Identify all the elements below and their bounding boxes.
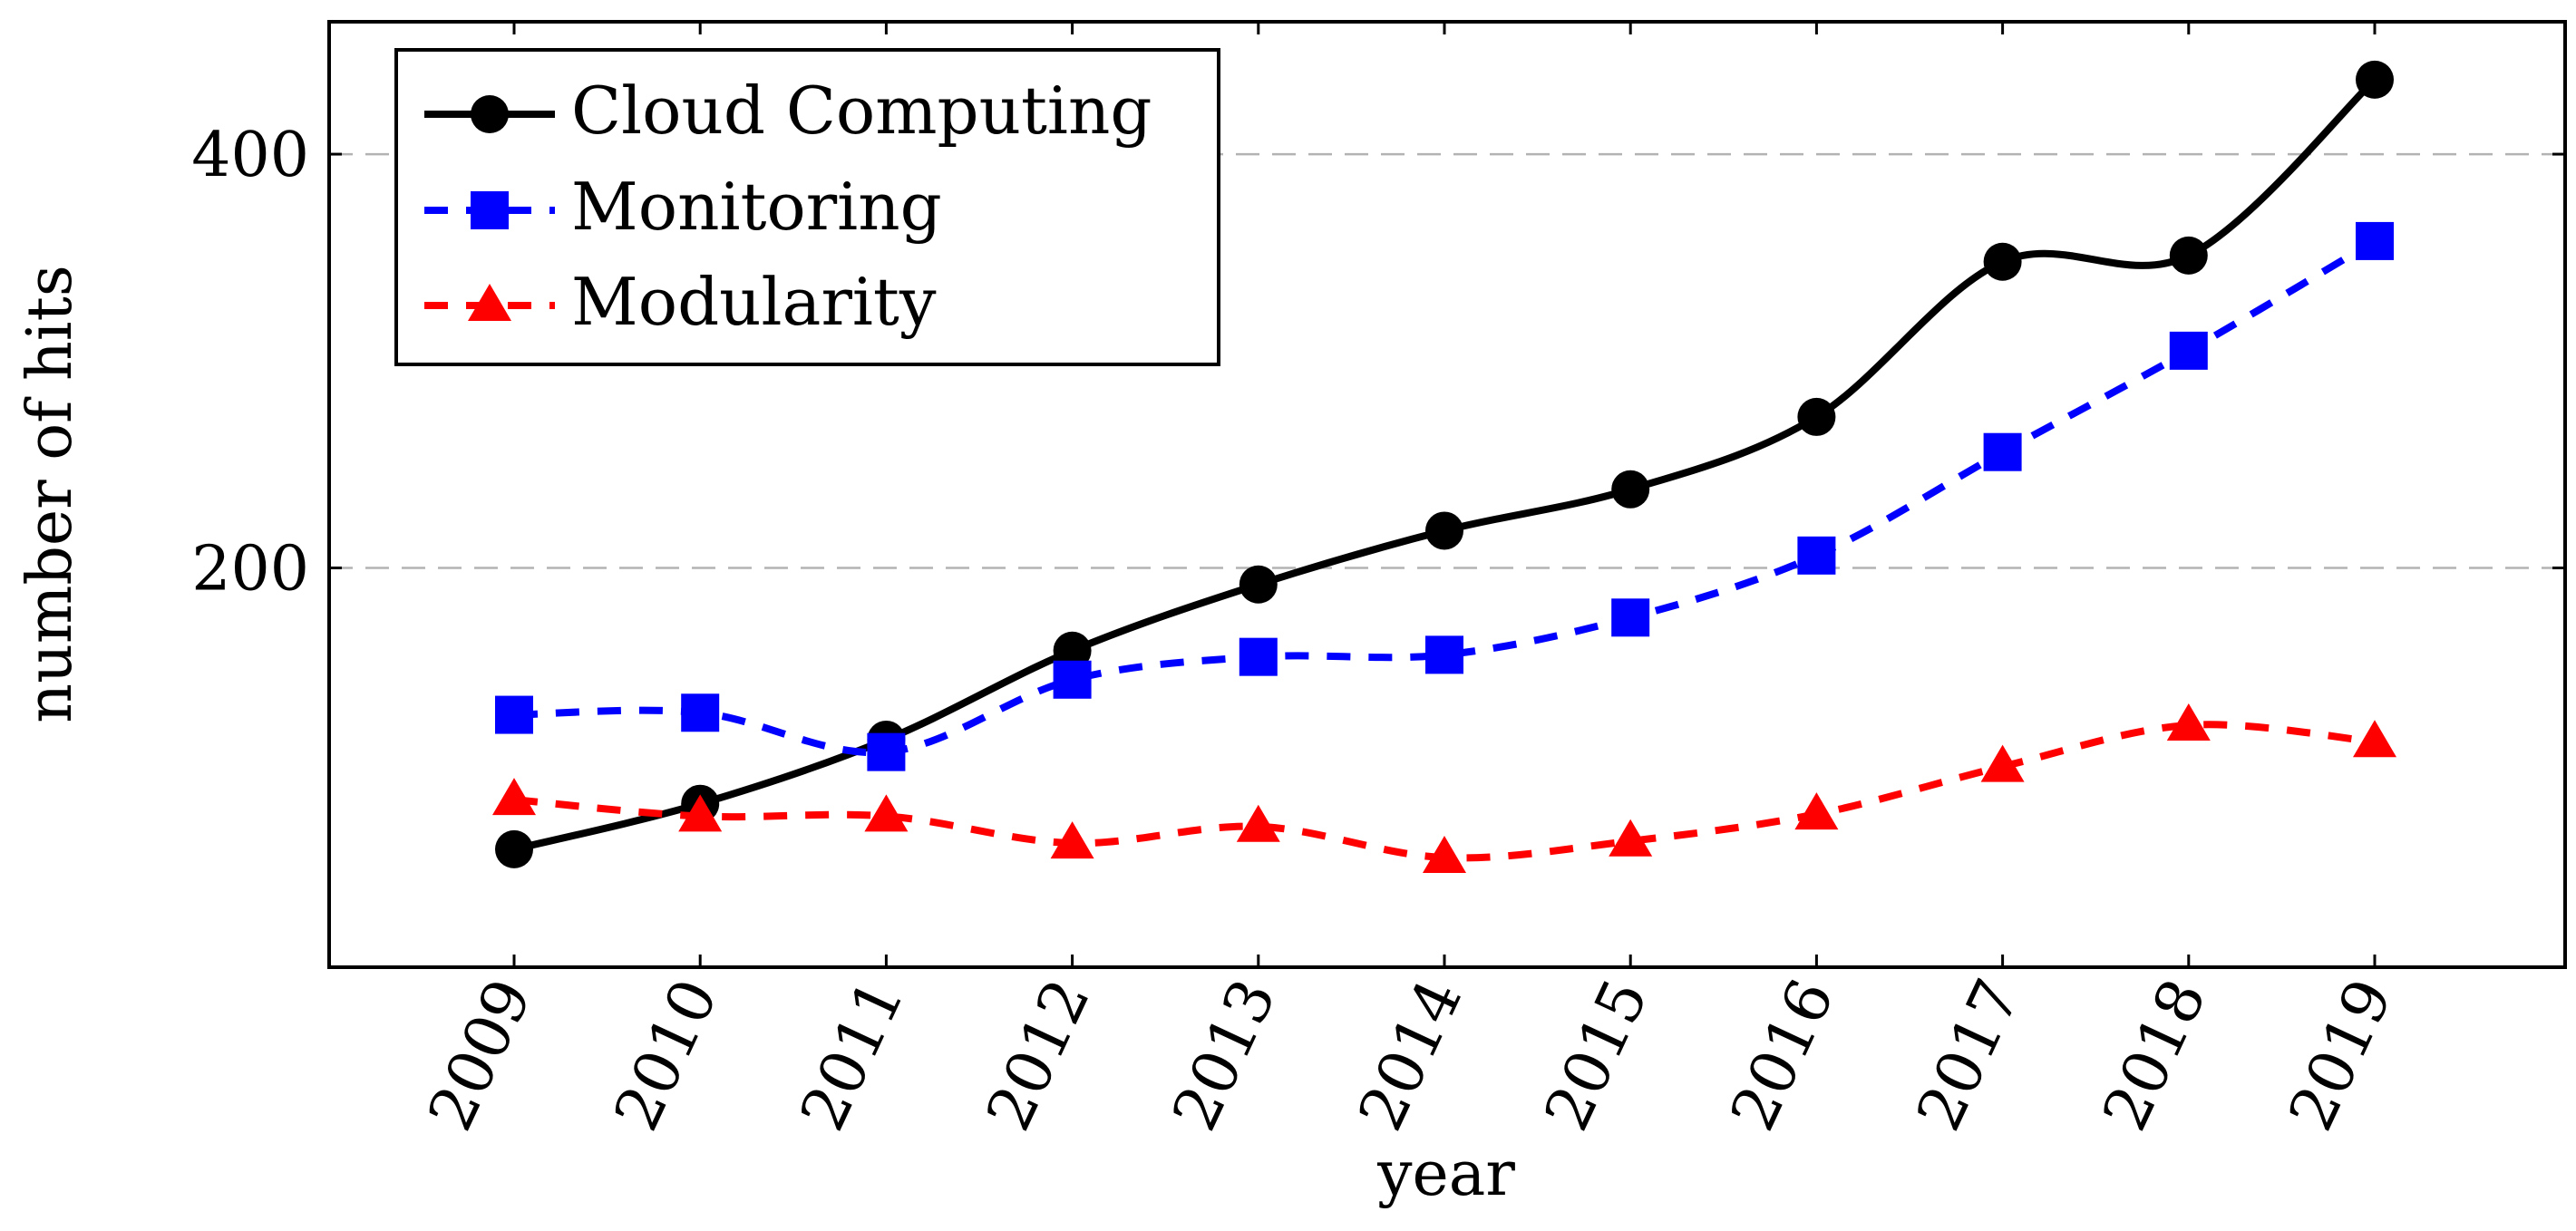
x-tick-label-2017: 2017 [1903, 969, 2035, 1141]
legend: Cloud Computing Monitoring Modularity [394, 48, 1220, 366]
legend-label-monitoring: Monitoring [571, 169, 942, 245]
series-monitoring [495, 221, 2394, 771]
y-axis-label: number of hits [15, 265, 86, 722]
point-modularity-2018 [2166, 703, 2211, 741]
point-monitoring-2017 [1983, 432, 2022, 471]
point-modularity-2015 [1609, 819, 1653, 857]
point-monitoring-2013 [1239, 637, 1278, 676]
x-tick-label-2019: 2019 [2276, 969, 2407, 1141]
point-modularity-2017 [1980, 744, 2025, 782]
x-tick-label-2009: 2009 [415, 969, 547, 1141]
point-cloud-computing-2018 [2169, 236, 2208, 275]
point-modularity-2011 [864, 794, 909, 832]
x-tick-label-2018: 2018 [2089, 969, 2221, 1141]
point-monitoring-2012 [1053, 660, 1092, 699]
point-cloud-computing-2016 [1797, 397, 1836, 436]
legend-label-modularity: Modularity [571, 264, 937, 340]
point-modularity-2013 [1236, 804, 1280, 842]
point-modularity-2019 [2353, 720, 2396, 758]
point-cloud-computing-2012 [1053, 631, 1092, 670]
x-tick-label-2011: 2011 [787, 969, 919, 1141]
series-modularity [492, 703, 2396, 874]
point-modularity-2016 [1794, 792, 1839, 830]
point-monitoring-2015 [1611, 598, 1650, 637]
point-monitoring-2018 [2169, 331, 2208, 370]
x-tick-label-2016: 2016 [1717, 969, 1849, 1141]
legend-marker-modularity [468, 284, 511, 321]
point-cloud-computing-2015 [1611, 470, 1650, 509]
point-modularity-2010 [678, 794, 723, 832]
point-modularity-2009 [492, 778, 536, 816]
point-monitoring-2016 [1797, 536, 1836, 575]
point-monitoring-2014 [1425, 635, 1463, 674]
series-cloud-computing [495, 60, 2394, 868]
point-cloud-computing-2014 [1425, 511, 1463, 550]
legend-box [394, 48, 1220, 366]
x-tick-label-2010: 2010 [601, 969, 733, 1141]
legend-samples [424, 95, 555, 321]
point-monitoring-2010 [681, 693, 720, 732]
point-cloud-computing-2017 [1983, 242, 2022, 281]
x-tick-label-2013: 2013 [1159, 969, 1290, 1141]
y-tick-label-200: 200 [191, 534, 309, 606]
x-axis-label: year [1376, 1139, 1515, 1210]
point-cloud-computing-2013 [1239, 565, 1278, 604]
legend-label-cloud-computing: Cloud Computing [571, 73, 1152, 149]
point-monitoring-2019 [2356, 221, 2394, 260]
legend-marker-cloud-computing [471, 95, 509, 133]
point-monitoring-2009 [495, 695, 533, 734]
x-tick-label-2012: 2012 [973, 969, 1104, 1141]
plot-frame [327, 20, 2567, 969]
point-monitoring-2011 [867, 732, 906, 771]
x-tick-label-2015: 2015 [1531, 969, 1663, 1141]
series-line-monitoring [513, 237, 2377, 757]
point-cloud-computing-2019 [2356, 60, 2394, 99]
y-tick-label-400: 400 [191, 120, 309, 191]
x-tick-label-2014: 2014 [1346, 969, 1477, 1141]
point-modularity-2014 [1423, 836, 1466, 874]
point-modularity-2012 [1050, 821, 1094, 859]
legend-marker-monitoring [471, 191, 509, 229]
series-layer [492, 60, 2396, 874]
point-cloud-computing-2009 [495, 829, 533, 868]
